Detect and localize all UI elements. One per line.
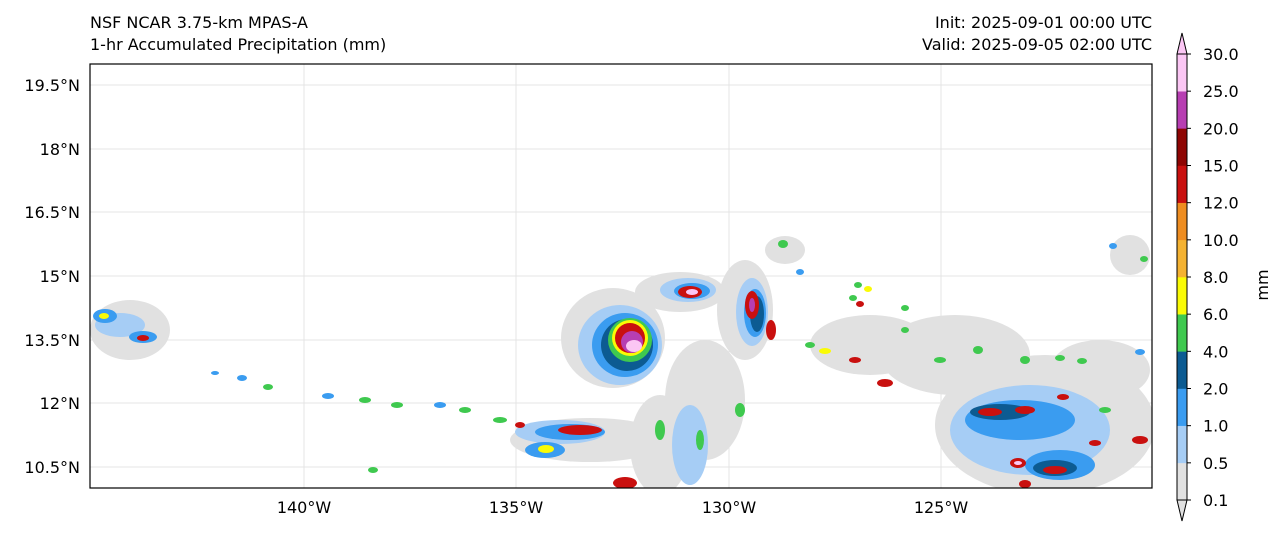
colorbar-level-label: 1.0 (1203, 417, 1228, 436)
convective-cells (99, 240, 1148, 488)
precip-pink-core (626, 340, 642, 352)
precip-field (90, 235, 1152, 488)
lat-label: 12°N (40, 394, 80, 413)
colorbar-level-label: 30.0 (1203, 45, 1239, 64)
valid-time: Valid: 2025-09-05 02:00 UTC (921, 35, 1152, 54)
colorbar-level-label: 0.5 (1203, 454, 1228, 473)
model-title: NSF NCAR 3.75-km MPAS-A (90, 13, 308, 32)
lat-label: 19.5°N (24, 76, 80, 95)
colorbar-segment (1177, 388, 1187, 426)
map-frame (89, 63, 1153, 489)
title-left: NSF NCAR 3.75-km MPAS-A 1-hr Accumulated… (90, 12, 386, 56)
colorbar-level-label: 6.0 (1203, 305, 1228, 324)
colorbar-segment (1177, 277, 1187, 315)
colorbar-segment (1177, 128, 1187, 166)
colorbar-level-label: 10.0 (1203, 231, 1239, 250)
colorbar-level-label: 4.0 (1203, 342, 1228, 361)
colorbar-level-label: 25.0 (1203, 82, 1239, 101)
colorbar-segment (1177, 425, 1187, 464)
colorbar-segment (1177, 314, 1187, 352)
lat-label: 18°N (40, 140, 80, 159)
colorbar-segment (1177, 165, 1187, 203)
field-title: 1-hr Accumulated Precipitation (mm) (90, 35, 387, 54)
init-time: Init: 2025-09-01 00:00 UTC (934, 13, 1152, 32)
lat-label: 10.5°N (24, 458, 80, 477)
colorbar-unit-label: mm (1253, 269, 1272, 300)
colorbar-segment (1177, 351, 1187, 389)
colorbar-level-label: 20.0 (1203, 119, 1239, 138)
colorbar: 0.1 0.5 1.0 2.0 4.0 6.0 8.0 10.0 12.0 15.0 20.0 25.… (1176, 32, 1272, 522)
lon-label: 135°W (489, 498, 544, 517)
colorbar-segment (1177, 462, 1187, 501)
lon-label: 130°W (702, 498, 757, 517)
lon-label: 125°W (914, 498, 969, 517)
lon-label: 140°W (277, 498, 332, 517)
longitude-labels: 140°W 135°W 130°W 125°W (277, 498, 969, 517)
colorbar-segment (1177, 54, 1187, 92)
colorbar-ticks: 0.1 0.5 1.0 2.0 4.0 6.0 8.0 10.0 12.0 15.0 20.0 25.… (1187, 45, 1239, 510)
title-right: Init: 2025-09-01 00:00 UTC Valid: 2025-0… (922, 12, 1152, 56)
latitude-labels: 19.5°N 18°N 16.5°N 15°N 13.5°N 12°N 10.5… (24, 76, 80, 477)
colorbar-segment (1177, 239, 1187, 278)
colorbar-min-arrow (1176, 499, 1188, 522)
colorbar-level-label: 8.0 (1203, 268, 1228, 287)
colorbar-segment (1177, 91, 1187, 129)
colorbar-level-label: 2.0 (1203, 380, 1228, 399)
lat-label: 16.5°N (24, 203, 80, 222)
colorbar-level-label: 12.0 (1203, 194, 1239, 213)
lat-label: 15°N (40, 267, 80, 286)
colorbar-segment (1177, 202, 1187, 241)
colorbar-max-arrow (1176, 32, 1188, 55)
scattered-cells (211, 269, 1145, 473)
colorbar-level-label: 15.0 (1203, 157, 1239, 176)
colorbar-segments (1177, 54, 1187, 501)
lat-label: 13.5°N (24, 331, 80, 350)
colorbar-level-label: 0.1 (1203, 491, 1228, 510)
